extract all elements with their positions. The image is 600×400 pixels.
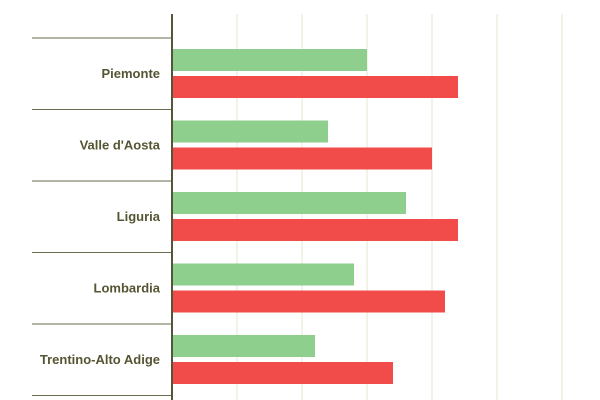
bar-series-1-valle-d-aosta — [172, 120, 328, 143]
bar-series-1-trentino-alto-adige — [172, 335, 315, 357]
category-label: Liguria — [117, 209, 161, 224]
bar-series-1-liguria — [172, 192, 406, 214]
category-label: Valle d'Aosta — [80, 138, 161, 153]
bar-series-2-liguria — [172, 219, 458, 241]
bar-series-2-trentino-alto-adige — [172, 362, 393, 384]
bar-series-1-lombardia — [172, 263, 354, 286]
bars — [172, 49, 458, 384]
category-labels: Piemonte Valle d'Aosta Liguria Lombardia Tre… — [40, 66, 161, 367]
category-label: Piemonte — [101, 66, 160, 81]
bar-series-2-piemonte — [172, 76, 458, 98]
bar-series-2-valle-d-aosta — [172, 147, 432, 170]
category-separators — [32, 37, 172, 396]
category-label: Trentino-Alto Adige — [40, 352, 160, 367]
bar-series-1-piemonte — [172, 49, 367, 71]
bar-series-2-lombardia — [172, 290, 445, 313]
category-label: Lombardia — [94, 281, 161, 296]
